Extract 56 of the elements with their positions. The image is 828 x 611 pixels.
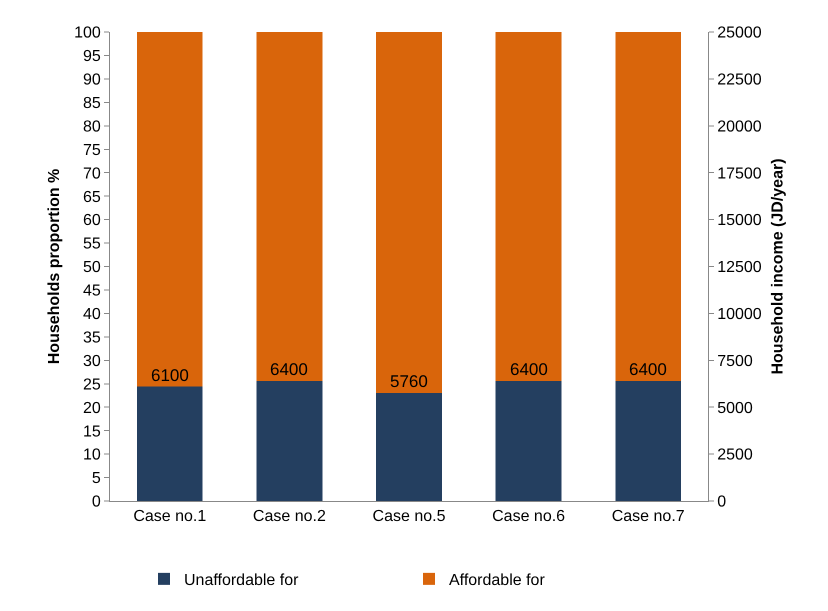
y-tick-label: 60 bbox=[83, 212, 101, 230]
y2-tick-label: 2500 bbox=[717, 446, 753, 464]
y2-tick-label: 22500 bbox=[717, 72, 762, 88]
y-tick-label: 50 bbox=[83, 259, 101, 276]
bar bbox=[496, 380, 562, 501]
y2-tick-label: 0 bbox=[717, 494, 726, 511]
y-tick-label: 40 bbox=[83, 306, 101, 323]
y-tick-label: 95 bbox=[83, 48, 101, 66]
y2-tick-label: 15000 bbox=[717, 212, 762, 230]
bar bbox=[376, 32, 442, 393]
y-tick-label: 90 bbox=[83, 72, 101, 88]
data-label: 6400 bbox=[270, 360, 308, 379]
x-tick-label: Case no.7 bbox=[612, 508, 685, 526]
bar bbox=[496, 32, 562, 381]
y2-tick-label: 17500 bbox=[717, 165, 762, 182]
bar bbox=[615, 380, 682, 501]
bar bbox=[256, 380, 322, 501]
y-tick-label: 25 bbox=[83, 376, 101, 394]
bar bbox=[136, 32, 203, 387]
y-tick-label: 55 bbox=[83, 236, 101, 253]
y-tick-label: 0 bbox=[92, 494, 101, 511]
y-tick-label: 15 bbox=[83, 423, 101, 440]
y-tick-label: 35 bbox=[83, 329, 101, 346]
y-tick-label: 5 bbox=[92, 470, 101, 488]
y-tick-label: 30 bbox=[83, 352, 101, 370]
y-tick-label: 70 bbox=[83, 165, 101, 182]
x-tick-label: Case no.5 bbox=[372, 508, 446, 526]
y2-tick-label: 10000 bbox=[717, 306, 762, 323]
data-label: 6100 bbox=[151, 366, 189, 385]
y-tick-label: 100 bbox=[74, 24, 101, 42]
y2-tick-label: 25000 bbox=[717, 24, 762, 42]
bar bbox=[256, 32, 322, 381]
legend-label: Unaffordable for bbox=[184, 572, 300, 590]
y-tick-label: 75 bbox=[83, 142, 101, 159]
y-tick-label: 10 bbox=[83, 446, 101, 464]
y2-tick-label: 20000 bbox=[717, 118, 762, 136]
y2-tick-label: 5000 bbox=[717, 400, 753, 417]
x-tick-label: Case no.1 bbox=[133, 508, 206, 526]
bar bbox=[615, 32, 682, 381]
y2-tick-label: 12500 bbox=[717, 259, 762, 276]
x-tick-label: Case no.2 bbox=[252, 508, 326, 526]
y-tick-label: 80 bbox=[83, 118, 101, 136]
data-label: 6400 bbox=[629, 360, 667, 379]
bar bbox=[376, 392, 442, 501]
y-tick-label: 85 bbox=[83, 94, 101, 112]
y-tick-label: 20 bbox=[83, 400, 101, 417]
data-label: 6400 bbox=[510, 360, 548, 379]
legend-label: Affordable for bbox=[449, 572, 546, 590]
y-tick-label: 45 bbox=[83, 282, 101, 300]
y2-axis-title: Household income (JD/year) bbox=[769, 158, 786, 375]
y2-tick-label: 7500 bbox=[717, 352, 753, 370]
bar bbox=[136, 386, 203, 501]
y-tick-label: 65 bbox=[83, 188, 101, 206]
y-axis-title: Households proportion % bbox=[46, 168, 63, 364]
data-label: 5760 bbox=[390, 372, 428, 391]
x-tick-label: Case no.6 bbox=[492, 508, 566, 526]
